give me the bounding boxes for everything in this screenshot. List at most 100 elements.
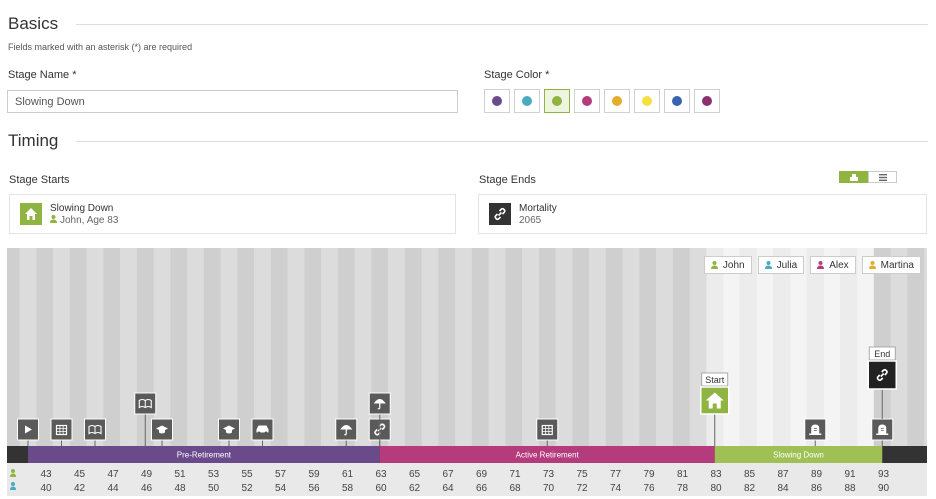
person-icon (868, 261, 876, 269)
timeline-event[interactable] (151, 418, 173, 446)
timeline-view-button[interactable] (839, 171, 868, 183)
home-icon (705, 392, 724, 409)
stage-bar-segment[interactable] (379, 446, 715, 463)
age-stripe (287, 248, 305, 447)
john-age-label: 51 (174, 469, 186, 480)
timeline-event[interactable] (50, 418, 73, 446)
stage-name-input[interactable] (7, 90, 458, 113)
person-filter-button[interactable]: John (703, 256, 752, 274)
color-swatch[interactable] (514, 89, 540, 113)
julia-age-label: 56 (308, 483, 320, 494)
timeline-event[interactable] (134, 392, 157, 446)
age-stripe (36, 248, 54, 447)
age-stripe (254, 248, 271, 447)
age-stripe (589, 248, 606, 447)
john-age-label: 89 (811, 469, 823, 480)
stage-bar-segment[interactable] (28, 446, 380, 463)
link-icon (489, 203, 511, 225)
john-age-label: 47 (107, 469, 119, 480)
timeline-event[interactable] (335, 418, 358, 446)
timeline-event[interactable] (368, 392, 391, 446)
john-age-label: 53 (208, 469, 220, 480)
color-swatch[interactable] (544, 89, 570, 113)
age-stripe (237, 248, 255, 447)
color-swatch[interactable] (574, 89, 600, 113)
julia-age-label: 74 (610, 483, 622, 494)
color-dot (492, 96, 502, 106)
timeline-canvas[interactable]: Pre-Retirement Active Retirement Slowing D… (7, 248, 927, 496)
stage-ends-label: Stage Ends (479, 174, 536, 186)
color-swatch[interactable] (664, 89, 690, 113)
person-filter-button[interactable]: Julia (757, 256, 805, 274)
end-marker-label: End (874, 349, 890, 359)
timeline-view-icon (849, 173, 858, 181)
person-name: John (722, 259, 745, 271)
age-stripe (153, 248, 171, 447)
required-note: Fields marked with an asterisk (*) are r… (8, 42, 193, 52)
john-age-label: 61 (342, 469, 354, 480)
julia-age-label: 78 (677, 483, 689, 494)
age-stripe (270, 248, 288, 447)
john-age-label: 79 (643, 469, 655, 480)
color-swatch[interactable] (634, 89, 660, 113)
john-age-label: 49 (141, 469, 153, 480)
stage-start-marker[interactable]: Start (700, 372, 730, 446)
person-filter-button[interactable]: Alex (810, 256, 856, 274)
timing-header: Timing (8, 131, 928, 151)
julia-age-label: 84 (777, 483, 789, 494)
timeline-panel[interactable]: Pre-Retirement Active Retirement Slowing D… (7, 248, 927, 496)
age-stripe (555, 248, 573, 447)
stage-start-box[interactable]: Slowing Down John, Age 83 (9, 194, 456, 234)
age-stripe (723, 248, 740, 447)
stage-end-box[interactable]: Mortality 2065 (478, 194, 927, 234)
color-swatch[interactable] (484, 89, 510, 113)
john-age-label: 83 (710, 469, 722, 480)
julia-age-label: 42 (74, 483, 86, 494)
person-icon (10, 482, 16, 490)
age-stripe (120, 248, 137, 447)
age-stripe (806, 248, 824, 447)
age-stripe (572, 248, 590, 447)
timeline-event[interactable] (84, 418, 106, 446)
color-swatch[interactable] (604, 89, 630, 113)
timeline-event[interactable] (804, 418, 827, 446)
list-view-button[interactable] (868, 171, 897, 183)
john-age-label: 71 (509, 469, 521, 480)
age-stripe (890, 248, 908, 447)
julia-age-label: 52 (241, 483, 253, 494)
john-age-label: 45 (74, 469, 86, 480)
person-icon (10, 469, 16, 477)
stage-color-picker (484, 89, 720, 113)
julia-age-label: 80 (710, 483, 722, 494)
color-dot (642, 96, 652, 106)
tombstone-icon (876, 424, 889, 435)
timeline-event[interactable] (251, 418, 274, 446)
timing-divider (76, 140, 928, 142)
age-stripe (505, 248, 523, 447)
age-stripe (639, 248, 657, 447)
person-icon (764, 261, 772, 269)
person-name: Julia (776, 259, 798, 271)
people-legend: John Julia Alex Martina (703, 256, 921, 274)
person-filter-button[interactable]: Martina (861, 256, 921, 274)
julia-age-label: 68 (509, 483, 521, 494)
stage-end-marker[interactable]: End (867, 346, 897, 419)
stage-bar-segment[interactable] (714, 446, 883, 463)
timeline-event[interactable] (17, 418, 39, 446)
timeline-event[interactable] (536, 418, 559, 446)
timeline-event[interactable] (218, 418, 240, 446)
julia-age-label: 62 (409, 483, 421, 494)
color-swatch[interactable] (694, 89, 720, 113)
stage-color-label: Stage Color * (484, 69, 550, 81)
julia-age-label: 70 (543, 483, 555, 494)
age-stripe (7, 248, 20, 447)
color-dot (582, 96, 592, 106)
julia-age-label: 66 (476, 483, 488, 494)
color-dot (612, 96, 622, 106)
john-age-label: 43 (40, 469, 52, 480)
age-stripe (304, 248, 322, 447)
basics-header: Basics (8, 14, 928, 34)
calendar-icon (541, 424, 553, 436)
age-stripe (605, 248, 623, 447)
age-stripe (354, 248, 372, 447)
